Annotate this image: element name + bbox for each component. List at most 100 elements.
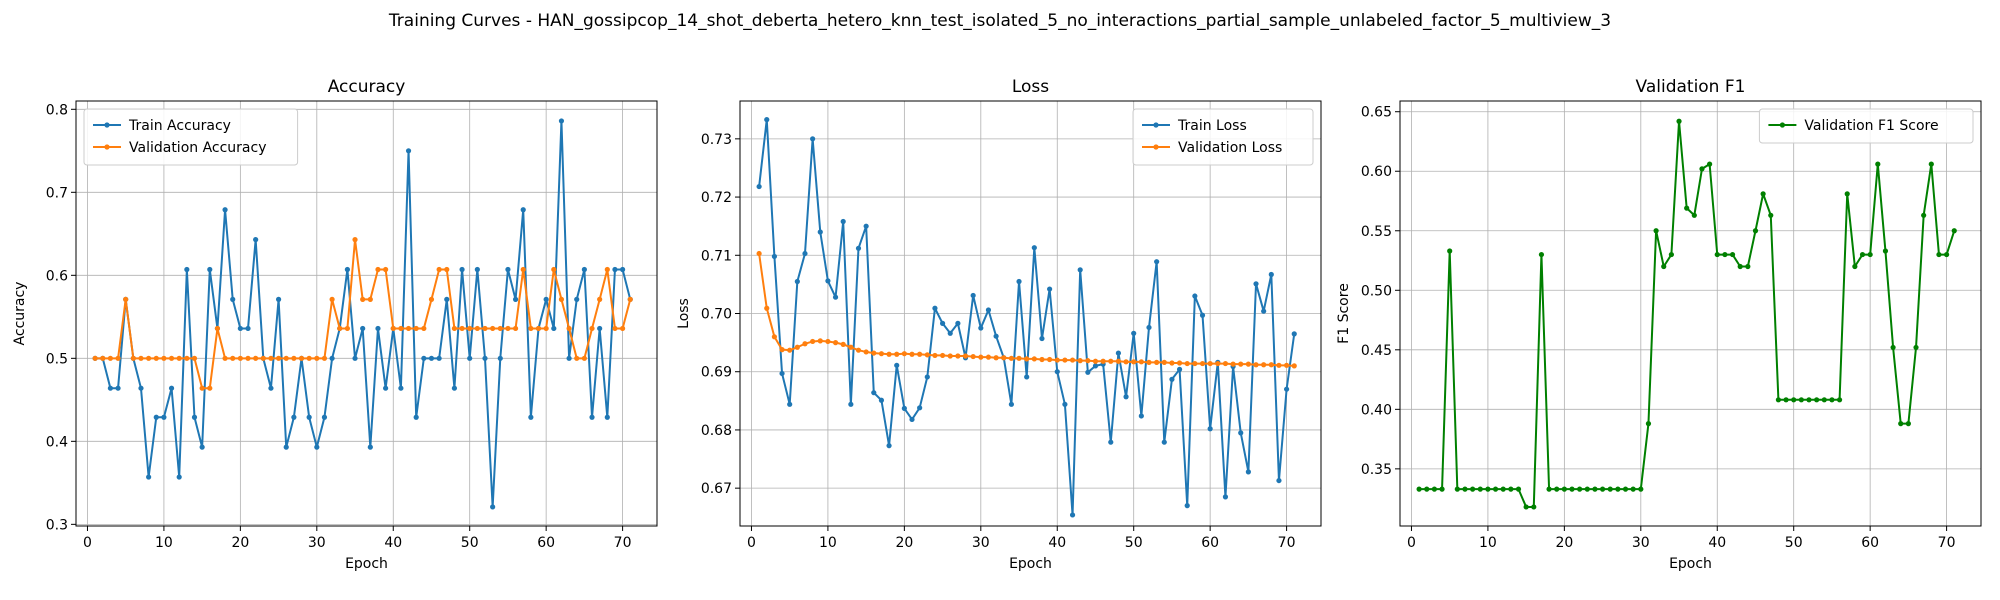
validation-accuracy-point (329, 296, 335, 302)
train-loss-point (1131, 330, 1137, 336)
validation-accuracy-point (597, 296, 603, 302)
validation-loss-point (1016, 355, 1022, 361)
validation-accuracy-point (505, 325, 511, 332)
chart-3-axes-frame (1399, 100, 1982, 527)
chart-2-legend: Train Loss Validation Loss (1132, 108, 1314, 166)
validation-f1-score-point (1546, 486, 1552, 492)
validation-loss-point (1176, 360, 1183, 366)
validation-loss-point (894, 351, 900, 357)
train-loss-point (1108, 439, 1114, 445)
chart-1-y-tick-label: 0.5 (46, 351, 68, 367)
validation-accuracy-point (490, 325, 496, 332)
train-accuracy-point (245, 325, 251, 332)
validation-f1-score-point (1676, 118, 1682, 124)
validation-accuracy-point (253, 355, 259, 361)
train-accuracy-point (405, 148, 412, 154)
validation-f1-score-point (1699, 166, 1705, 172)
train-accuracy-point (383, 385, 389, 391)
train-accuracy-point (367, 444, 373, 450)
train-loss-point (832, 294, 839, 300)
train-loss-point (787, 401, 793, 407)
validation-loss-point (863, 349, 869, 355)
chart-3-y-tick-label: 0.65 (1361, 105, 1392, 121)
chart-3-legend: Validation F1 Score (1758, 108, 1974, 144)
validation-accuracy-point (230, 355, 236, 361)
validation-f1-score-point (1500, 486, 1506, 492)
train-loss-point (1092, 363, 1099, 369)
train-loss-point (1161, 439, 1167, 445)
train-loss-point (1062, 401, 1068, 407)
validation-f1-score-point (1890, 344, 1896, 351)
train-loss-point (886, 443, 892, 449)
train-loss-point (764, 117, 770, 123)
validation-accuracy-point (360, 296, 366, 302)
train-loss-point (1253, 281, 1259, 287)
validation-loss-point (802, 341, 808, 347)
validation-loss-point (1291, 363, 1297, 369)
validation-f1-score-point (1775, 397, 1782, 403)
train-accuracy-point (153, 414, 159, 420)
chart-3-x-tick-label: 0 (1407, 535, 1416, 551)
validation-loss-point (1115, 358, 1122, 364)
train-loss-point (894, 362, 900, 368)
train-loss-point (1154, 259, 1160, 265)
train-loss-point (1138, 413, 1144, 419)
chart-2-y-axis-label: Loss (676, 298, 692, 329)
validation-loss-point (924, 352, 930, 358)
validation-accuracy-point (574, 355, 580, 361)
train-accuracy-point (520, 207, 526, 213)
validation-loss-point (1069, 357, 1076, 363)
train-accuracy-point (436, 355, 442, 361)
validation-accuracy-point (413, 325, 419, 332)
validation-loss-line (758, 253, 1295, 367)
validation-loss-point (955, 353, 961, 359)
validation-loss-point (855, 347, 862, 353)
train-accuracy-point (184, 266, 190, 273)
validation-loss-point (1024, 356, 1030, 362)
validation-loss-point (993, 355, 999, 361)
validation-loss-point (1199, 360, 1206, 367)
validation-loss-point (764, 305, 770, 311)
train-accuracy-point (237, 325, 243, 332)
train-loss-point (1284, 386, 1290, 392)
validation-accuracy-point (352, 237, 358, 243)
chart-1-y-tick-label: 0.4 (46, 434, 68, 450)
chart-3-x-axis-label: Epoch (1669, 556, 1712, 572)
chart-3-y-tick-label: 0.40 (1361, 402, 1392, 418)
train-loss-point (840, 218, 846, 225)
validation-f1-score-point (1569, 486, 1575, 492)
train-loss-point (825, 278, 831, 284)
validation-f1-score-point (1722, 251, 1728, 258)
validation-loss-legend-marker (1153, 144, 1159, 150)
validation-accuracy-point (551, 266, 557, 273)
validation-f1-score-point (1783, 397, 1789, 403)
train-accuracy-point (314, 444, 320, 450)
train-loss-point (756, 183, 762, 190)
train-accuracy-point (512, 296, 519, 302)
train-accuracy-point (283, 444, 289, 450)
validation-f1-score-point (1821, 397, 1827, 403)
train-loss-point (794, 278, 800, 285)
train-accuracy-point (168, 385, 175, 391)
validation-accuracy-point (291, 355, 297, 361)
train-loss-point (1222, 494, 1229, 500)
train-loss-point (1268, 271, 1274, 278)
train-accuracy-point (444, 296, 450, 302)
validation-accuracy-point (176, 355, 182, 361)
validation-accuracy-point (314, 355, 320, 361)
train-accuracy-point (551, 325, 557, 332)
validation-accuracy-point (459, 325, 465, 332)
train-loss-point (878, 397, 885, 403)
validation-accuracy-point (482, 325, 488, 332)
validation-f1-chart: 0 10 20 30 40 50 60 70 0.35 0.40 0.45 0.50 0.55 0.60 0… (1336, 77, 1982, 572)
chart-3-y-tick-label: 0.50 (1361, 283, 1392, 299)
validation-accuracy-point (107, 355, 113, 361)
train-loss-point (1054, 369, 1060, 375)
chart-2-x-tick-label: 40 (1048, 535, 1066, 551)
validation-f1-score-point (1630, 486, 1636, 492)
validation-f1-score-point (1745, 263, 1751, 270)
validation-f1-score-point (1875, 161, 1881, 167)
validation-accuracy-legend-label: Validation Accuracy (129, 140, 267, 156)
validation-accuracy-point (337, 325, 343, 332)
